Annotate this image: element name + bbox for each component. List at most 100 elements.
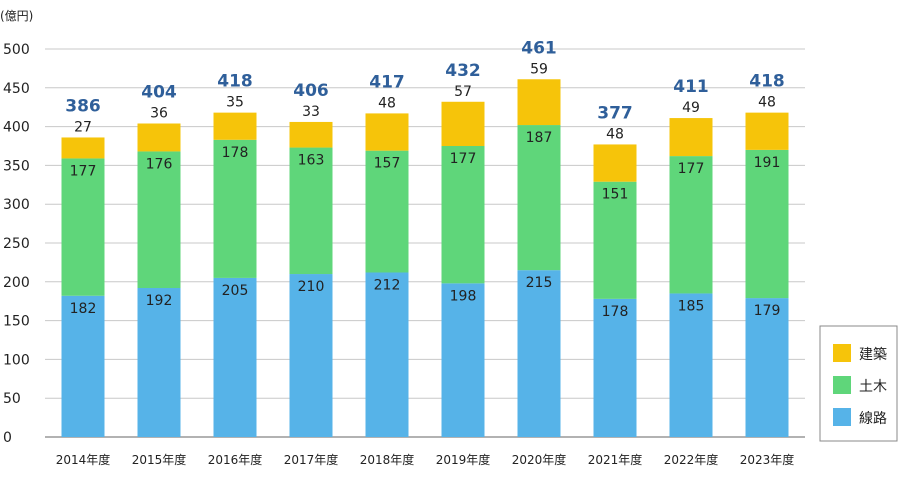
data-label: 210 <box>298 279 325 295</box>
y-axis-unit-label: (億円) <box>0 9 33 23</box>
data-label: 49 <box>682 100 700 116</box>
bar-segment <box>213 277 257 437</box>
x-tick-label: 2019年度 <box>436 452 491 467</box>
legend-swatch <box>833 376 851 394</box>
total-label: 432 <box>445 61 481 81</box>
bar-segment <box>61 137 105 159</box>
total-label: 377 <box>597 103 633 123</box>
bar-segment <box>593 298 637 437</box>
bar-segment <box>669 118 713 157</box>
bar-segment <box>517 79 561 126</box>
data-label: 212 <box>374 277 401 293</box>
legend-box <box>819 325 898 442</box>
x-tick-label: 2016年度 <box>208 452 263 467</box>
bar-segment <box>213 139 257 278</box>
data-label: 191 <box>754 155 781 171</box>
x-tick-label: 2015年度 <box>132 452 187 467</box>
y-tick-label: 400 <box>3 120 30 136</box>
bar-segment <box>61 158 105 296</box>
bar-segment <box>289 147 333 275</box>
legend-label: 土木 <box>859 379 887 395</box>
bar-segment <box>137 123 181 152</box>
data-label: 36 <box>150 105 168 121</box>
y-tick-label: 200 <box>3 275 30 291</box>
x-tick-label: 2018年度 <box>360 452 415 467</box>
bar-segment <box>441 101 485 146</box>
bar-segment <box>517 270 561 437</box>
total-label: 418 <box>217 72 253 92</box>
data-label: 179 <box>754 303 781 319</box>
total-label: 417 <box>369 72 405 92</box>
data-label: 185 <box>678 298 705 314</box>
total-label: 406 <box>293 81 329 101</box>
total-label: 404 <box>141 82 177 102</box>
y-tick-label: 0 <box>3 430 12 446</box>
legend-swatch <box>833 344 851 362</box>
data-label: 178 <box>222 145 249 161</box>
data-label: 163 <box>298 153 325 169</box>
data-label: 48 <box>378 95 396 111</box>
data-label: 59 <box>530 61 548 77</box>
y-tick-label: 250 <box>3 236 30 252</box>
bar-segment <box>365 272 409 437</box>
total-label: 461 <box>521 38 557 58</box>
bar-segment <box>745 149 789 299</box>
data-label: 33 <box>302 104 320 120</box>
bar-segment <box>137 288 181 437</box>
data-label: 177 <box>450 151 477 167</box>
bar-segment <box>365 113 409 151</box>
data-label: 205 <box>222 283 249 299</box>
data-label: 192 <box>146 293 173 309</box>
data-label: 178 <box>602 304 629 320</box>
data-label: 198 <box>450 288 477 304</box>
x-tick-label: 2022年度 <box>664 452 719 467</box>
x-tick-label: 2023年度 <box>740 452 795 467</box>
bar-segment <box>593 144 637 182</box>
total-label: 411 <box>673 77 709 97</box>
x-tick-label: 2020年度 <box>512 452 567 467</box>
y-tick-label: 50 <box>3 391 21 407</box>
data-label: 48 <box>606 126 624 142</box>
bar-segment <box>745 298 789 437</box>
bar-segment <box>441 283 485 437</box>
data-label: 176 <box>146 156 173 172</box>
data-label: 215 <box>526 275 553 291</box>
data-label: 177 <box>70 163 97 179</box>
data-label: 57 <box>454 84 472 100</box>
bar-segment <box>593 181 637 299</box>
y-tick-label: 300 <box>3 197 30 213</box>
total-label: 418 <box>749 72 785 92</box>
legend-label: 線路 <box>859 411 887 427</box>
y-axis-ticks: 0 50 100 150 200 250 300 350 400 450 500 <box>3 42 30 446</box>
bar-segment <box>137 151 181 289</box>
data-label: 182 <box>70 301 97 317</box>
bar-segment <box>289 121 333 148</box>
y-tick-label: 350 <box>3 158 30 174</box>
data-label: 48 <box>758 95 776 111</box>
data-label: 157 <box>374 156 401 172</box>
data-label: 177 <box>678 161 705 177</box>
bar-segment <box>745 112 789 150</box>
bar-segment <box>517 125 561 271</box>
bar-segment <box>289 274 333 437</box>
total-label: 386 <box>65 96 101 116</box>
x-tick-label: 2014年度 <box>56 452 111 467</box>
y-tick-label: 500 <box>3 42 30 58</box>
data-label: 151 <box>602 187 629 203</box>
y-tick-label: 150 <box>3 314 30 330</box>
data-label: 35 <box>226 95 244 111</box>
bar-segment <box>441 146 485 284</box>
legend-swatch <box>833 408 851 426</box>
bar-segment <box>669 156 713 294</box>
bar-segment <box>213 112 257 140</box>
x-tick-label: 2017年度 <box>284 452 339 467</box>
data-label: 187 <box>526 130 553 146</box>
bar-segment <box>669 293 713 437</box>
bar-segment <box>61 295 105 437</box>
x-axis-labels: 2014年度 2015年度 2016年度 2017年度 2018年度 2019年度 2020… <box>56 452 795 467</box>
y-tick-label: 450 <box>3 81 30 97</box>
bar-segment <box>365 150 409 273</box>
legend-label: 建築 <box>859 347 887 363</box>
